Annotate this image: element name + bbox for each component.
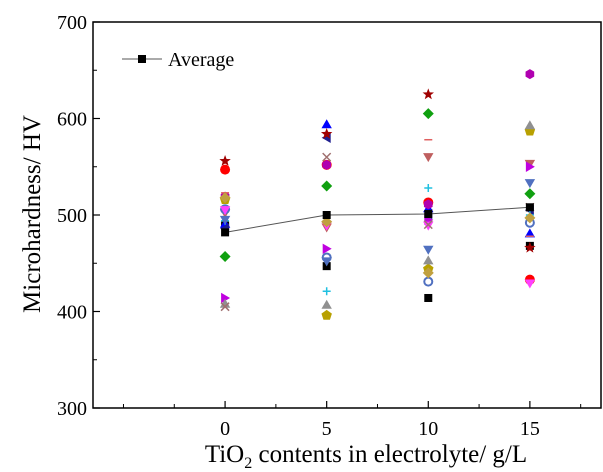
average-point bbox=[525, 203, 534, 212]
data-point bbox=[322, 243, 332, 254]
average-line bbox=[224, 206, 530, 233]
data-point bbox=[322, 152, 332, 162]
data-point bbox=[320, 127, 333, 139]
data-point bbox=[321, 299, 332, 309]
x-tick-label: 15 bbox=[520, 418, 540, 440]
y-tick-label: 600 bbox=[57, 109, 87, 131]
data-point bbox=[525, 161, 535, 172]
x-axis-title-rest: contents in electrolyte/ g/L bbox=[252, 441, 527, 468]
data-point bbox=[221, 292, 231, 304]
average-point bbox=[322, 211, 331, 219]
data-point bbox=[524, 241, 536, 253]
data-point bbox=[423, 276, 434, 287]
data-point bbox=[219, 206, 231, 216]
data-point bbox=[423, 255, 434, 265]
data-point bbox=[525, 69, 535, 80]
data-point bbox=[219, 192, 231, 204]
data-point bbox=[423, 220, 433, 230]
x-tick-label: 10 bbox=[418, 418, 438, 440]
data-point bbox=[321, 119, 332, 129]
legend-label: Average bbox=[168, 49, 234, 71]
x-axis: 0 5 10 15 bbox=[122, 401, 582, 440]
data-point bbox=[524, 188, 536, 200]
data-point bbox=[524, 228, 536, 238]
x-tick-label: 5 bbox=[322, 418, 332, 440]
average-point bbox=[424, 210, 433, 219]
data-point bbox=[423, 153, 434, 163]
data-point bbox=[422, 108, 434, 120]
data-point bbox=[322, 159, 332, 170]
y-tick-label: 300 bbox=[57, 398, 87, 420]
data-point bbox=[524, 279, 536, 289]
data-point bbox=[220, 302, 230, 312]
data-point bbox=[220, 164, 231, 175]
data-points bbox=[219, 69, 536, 320]
y-tick-label: 400 bbox=[57, 302, 87, 324]
data-point bbox=[321, 257, 332, 267]
x-axis-title-main: TiO bbox=[205, 441, 244, 468]
data-point bbox=[422, 267, 434, 279]
data-point bbox=[219, 215, 231, 225]
data-point bbox=[524, 120, 536, 130]
legend: Average bbox=[122, 49, 234, 71]
data-point bbox=[219, 298, 231, 308]
y-tick-label: 500 bbox=[57, 205, 87, 227]
data-point bbox=[524, 212, 536, 224]
data-point bbox=[524, 179, 536, 189]
data-point bbox=[422, 88, 434, 100]
x-tick-label: 0 bbox=[220, 418, 230, 440]
data-point bbox=[321, 309, 332, 320]
data-point bbox=[423, 221, 434, 231]
data-point bbox=[321, 180, 333, 192]
y-axis-title: Microhardness/ HV bbox=[19, 115, 46, 313]
data-point bbox=[322, 287, 331, 296]
data-point bbox=[423, 245, 434, 255]
x-axis-title: TiO2 contents in electrolyte/ g/L bbox=[205, 441, 527, 472]
y-tick-label: 700 bbox=[57, 12, 87, 34]
data-point bbox=[219, 154, 231, 166]
average-series bbox=[221, 203, 534, 237]
y-axis: 300 400 500 600 700 bbox=[57, 12, 100, 420]
average-point bbox=[221, 228, 230, 237]
data-point bbox=[423, 199, 433, 210]
legend-marker bbox=[138, 55, 146, 63]
data-point bbox=[219, 251, 231, 262]
data-point bbox=[424, 183, 433, 192]
data-point bbox=[424, 293, 433, 302]
x-axis-title-subscript: 2 bbox=[244, 455, 252, 472]
